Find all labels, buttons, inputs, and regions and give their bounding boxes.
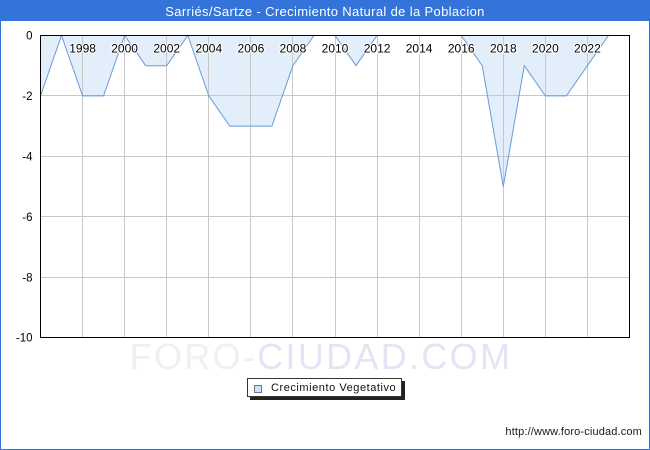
- svg-text:0: 0: [26, 31, 32, 43]
- svg-text:2002: 2002: [153, 42, 180, 56]
- svg-text:-4: -4: [22, 152, 33, 164]
- svg-text:1998: 1998: [69, 42, 96, 56]
- svg-text:-2: -2: [22, 91, 32, 103]
- svg-text:2022: 2022: [574, 42, 601, 56]
- svg-text:-8: -8: [22, 273, 32, 285]
- svg-text:2018: 2018: [490, 42, 517, 56]
- svg-text:2006: 2006: [238, 42, 265, 56]
- svg-text:2004: 2004: [195, 42, 222, 56]
- svg-text:-10: -10: [16, 333, 33, 345]
- svg-text:2012: 2012: [364, 42, 391, 56]
- svg-text:2000: 2000: [111, 42, 138, 56]
- svg-text:2020: 2020: [532, 42, 559, 56]
- svg-text:2008: 2008: [280, 42, 307, 56]
- svg-text:2016: 2016: [448, 42, 475, 56]
- svg-text:-6: -6: [22, 212, 32, 224]
- svg-text:2010: 2010: [322, 42, 349, 56]
- svg-text:2014: 2014: [406, 42, 433, 56]
